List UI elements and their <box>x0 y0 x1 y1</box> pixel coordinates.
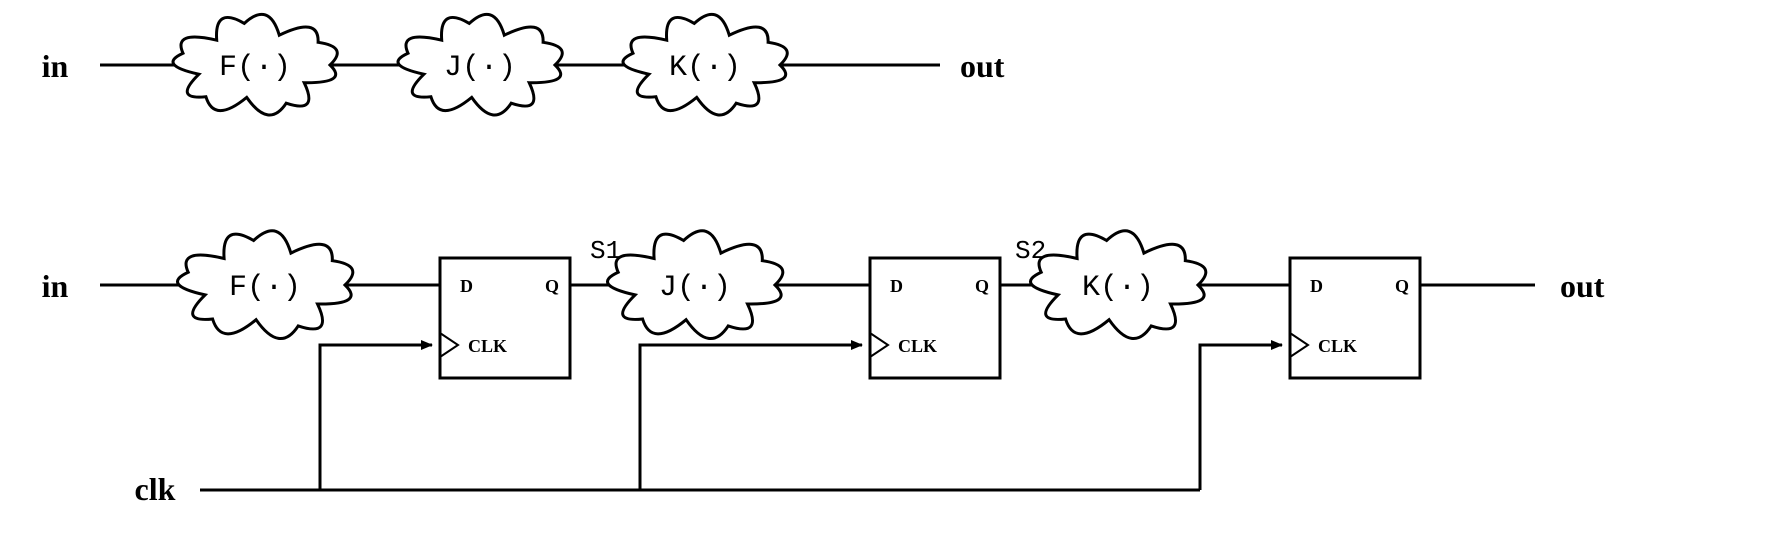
bottom-out-label: out <box>1560 268 1605 304</box>
ff2-clk-label: CLK <box>898 336 937 356</box>
ff3-q-label: Q <box>1395 276 1409 296</box>
cloud-f-bot-label: F(·) <box>229 271 301 305</box>
top-in-label: in <box>42 48 69 84</box>
bottom-in-label: in <box>42 268 69 304</box>
cloud-j-top: J(·) <box>398 14 562 115</box>
clk-riser-3 <box>1200 345 1282 490</box>
ff3-clk-label: CLK <box>1318 336 1357 356</box>
flipflop-1: D Q CLK <box>440 258 570 378</box>
cloud-f-top-label: F(·) <box>219 51 291 85</box>
top-out-label: out <box>960 48 1005 84</box>
signal-s2-label: S2 <box>1015 236 1046 266</box>
ff2-d-label: D <box>890 276 903 296</box>
cloud-j-bot-label: J(·) <box>659 271 731 305</box>
cloud-j-bot: J(·) <box>607 231 782 339</box>
cloud-k-top-label: K(·) <box>669 51 741 85</box>
ff1-d-label: D <box>460 276 473 296</box>
ff1-clk-label: CLK <box>468 336 507 356</box>
cloud-f-top: F(·) <box>173 14 337 115</box>
clk-riser-1 <box>320 345 432 490</box>
ff1-q-label: Q <box>545 276 559 296</box>
clk-riser-2 <box>640 345 862 490</box>
flipflop-3: D Q CLK <box>1290 258 1420 378</box>
signal-s1-label: S1 <box>590 236 621 266</box>
cloud-f-bot: F(·) <box>177 231 352 339</box>
ff2-q-label: Q <box>975 276 989 296</box>
clk-label: clk <box>135 471 176 507</box>
cloud-j-top-label: J(·) <box>444 51 516 85</box>
flipflop-2: D Q CLK <box>870 258 1000 378</box>
ff3-d-label: D <box>1310 276 1323 296</box>
cloud-k-bot-label: K(·) <box>1082 271 1154 305</box>
cloud-k-bot: K(·) <box>1030 231 1205 339</box>
cloud-k-top: K(·) <box>623 14 787 115</box>
